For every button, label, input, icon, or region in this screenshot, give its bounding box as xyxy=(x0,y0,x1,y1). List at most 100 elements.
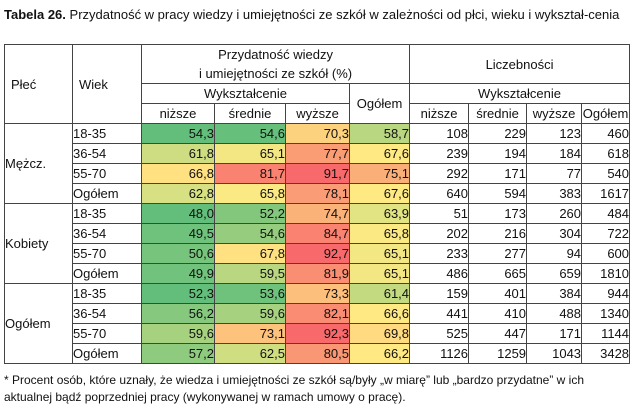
table-row: Kobiety 18-35 48,0 52,2 74,7 63,9 51 173 260 484 xyxy=(4,203,631,284)
count-cell: 51 xyxy=(409,203,470,224)
count-cell: 600 xyxy=(581,243,631,264)
pct-cell: 54,6 xyxy=(214,223,286,244)
count-cell: 1810 xyxy=(581,263,631,284)
pct-cell: 67,8 xyxy=(214,243,286,264)
count-cell: 1043 xyxy=(526,343,583,364)
age-label: 55-70 xyxy=(72,323,142,344)
table-row: 36-54 49,5 54,6 84,7 65,8 202 216 304 722 xyxy=(5,223,631,244)
count-cell: 239 xyxy=(409,143,470,164)
header-pct-col-higher: wyższe xyxy=(285,103,350,124)
count-cell: 460 xyxy=(581,123,631,144)
header-pct-education: Wykształcenie xyxy=(141,83,350,104)
pct-cell: 61,8 xyxy=(141,143,215,164)
count-cell: 665 xyxy=(468,263,528,284)
count-cell: 401 xyxy=(468,283,528,304)
age-label: 18-35 xyxy=(72,283,142,304)
age-label: Ogółem xyxy=(72,343,142,364)
age-label: 55-70 xyxy=(72,243,142,264)
header-count-group: Liczebności xyxy=(409,44,631,84)
pct-cell: 67,6 xyxy=(348,183,411,204)
pct-cell: 56,2 xyxy=(141,303,215,324)
count-cell: 525 xyxy=(409,323,470,344)
count-cell: 441 xyxy=(409,303,470,324)
pct-cell: 66,8 xyxy=(141,163,215,184)
count-cell: 304 xyxy=(526,223,583,244)
count-cell: 1340 xyxy=(581,303,631,324)
header-pct-line1: Przydatność wiedzy xyxy=(218,47,333,62)
group-label: Kobiety xyxy=(4,203,73,284)
pct-cell: 75,1 xyxy=(348,163,411,184)
table-row: 36-54 56,2 59,6 82,1 66,6 441 410 488 1340 xyxy=(5,303,631,324)
pct-cell: 84,7 xyxy=(285,223,350,244)
pct-cell: 81,7 xyxy=(214,163,286,184)
table-row: Ogółem 18-35 52,3 53,6 73,3 61,4 159 401 384 944 xyxy=(4,283,631,364)
pct-cell: 49,5 xyxy=(141,223,215,244)
header-pct-group: Przydatność wiedzy i umiejętności ze szk… xyxy=(140,44,411,84)
footnote: * Procent osób, które uznały, że wiedza … xyxy=(4,373,585,404)
count-cell: 229 xyxy=(468,123,528,144)
pct-cell: 82,1 xyxy=(285,303,350,324)
count-cell: 171 xyxy=(468,163,528,184)
pct-cell: 65,8 xyxy=(348,223,411,244)
header-count-col-lower: niższe xyxy=(409,103,470,124)
age-label: Ogółem xyxy=(72,183,142,204)
header-count-col-secondary: średnie xyxy=(468,103,528,124)
table-row: 55-70 50,6 67,8 92,7 65,1 233 277 94 600 xyxy=(5,243,631,264)
caption-label: Tabela 26. xyxy=(4,7,66,22)
count-cell: 108 xyxy=(409,123,470,144)
data-table: Płeć Wiek Przydatność wiedzy i umiejętno… xyxy=(4,44,631,364)
pct-cell: 48,0 xyxy=(141,203,215,224)
count-cell: 722 xyxy=(581,223,631,244)
count-cell: 292 xyxy=(409,163,470,184)
age-label: 36-54 xyxy=(72,143,142,164)
table-row: Ogółem 49,9 59,5 81,9 65,1 486 665 659 1810 xyxy=(5,263,631,284)
pct-cell: 52,2 xyxy=(214,203,286,224)
count-cell: 173 xyxy=(468,203,528,224)
pct-cell: 62,8 xyxy=(141,183,215,204)
count-cell: 3428 xyxy=(581,343,631,364)
count-cell: 486 xyxy=(409,263,470,284)
pct-cell: 81,9 xyxy=(285,263,350,284)
pct-cell: 67,6 xyxy=(348,143,411,164)
pct-cell: 65,8 xyxy=(214,183,286,204)
pct-cell: 61,4 xyxy=(348,283,411,304)
age-label: Ogółem xyxy=(72,263,142,284)
pct-cell: 49,9 xyxy=(141,263,215,284)
count-cell: 640 xyxy=(409,183,470,204)
header-sex: Płeć xyxy=(4,44,73,124)
count-cell: 594 xyxy=(468,183,528,204)
header-pct-col-lower: niższe xyxy=(141,103,215,124)
pct-cell: 57,2 xyxy=(141,343,215,364)
caption-text: Przydatność w pracy wiedzy i umiejętnośc… xyxy=(69,7,620,22)
count-cell: 488 xyxy=(526,303,583,324)
pct-cell: 73,1 xyxy=(214,323,286,344)
count-cell: 233 xyxy=(409,243,470,264)
table-row: 55-70 59,6 73,1 92,3 69,8 525 447 171 1144 xyxy=(5,323,631,344)
count-cell: 260 xyxy=(526,203,583,224)
count-cell: 944 xyxy=(581,283,631,304)
count-cell: 1259 xyxy=(468,343,528,364)
pct-cell: 52,3 xyxy=(141,283,215,304)
pct-cell: 59,6 xyxy=(141,323,215,344)
count-cell: 123 xyxy=(526,123,583,144)
count-cell: 1144 xyxy=(581,323,631,344)
pct-cell: 92,7 xyxy=(285,243,350,264)
count-cell: 202 xyxy=(409,223,470,244)
count-cell: 171 xyxy=(526,323,583,344)
pct-cell: 70,3 xyxy=(285,123,350,144)
count-cell: 540 xyxy=(581,163,631,184)
pct-cell: 74,7 xyxy=(285,203,350,224)
group-label: Mężcz. xyxy=(4,123,73,204)
header-count-education: Wykształcenie xyxy=(409,83,631,104)
count-cell: 184 xyxy=(526,143,583,164)
pct-cell: 53,6 xyxy=(214,283,286,304)
pct-cell: 54,6 xyxy=(214,123,286,144)
pct-cell: 91,7 xyxy=(285,163,350,184)
pct-cell: 66,6 xyxy=(348,303,411,324)
count-cell: 194 xyxy=(468,143,528,164)
pct-cell: 62,5 xyxy=(214,343,286,364)
pct-cell: 65,1 xyxy=(214,143,286,164)
table-row: 36-54 61,8 65,1 77,7 67,6 239 194 184 618 xyxy=(5,143,631,164)
pct-cell: 73,3 xyxy=(285,283,350,304)
pct-cell: 58,7 xyxy=(348,123,411,144)
